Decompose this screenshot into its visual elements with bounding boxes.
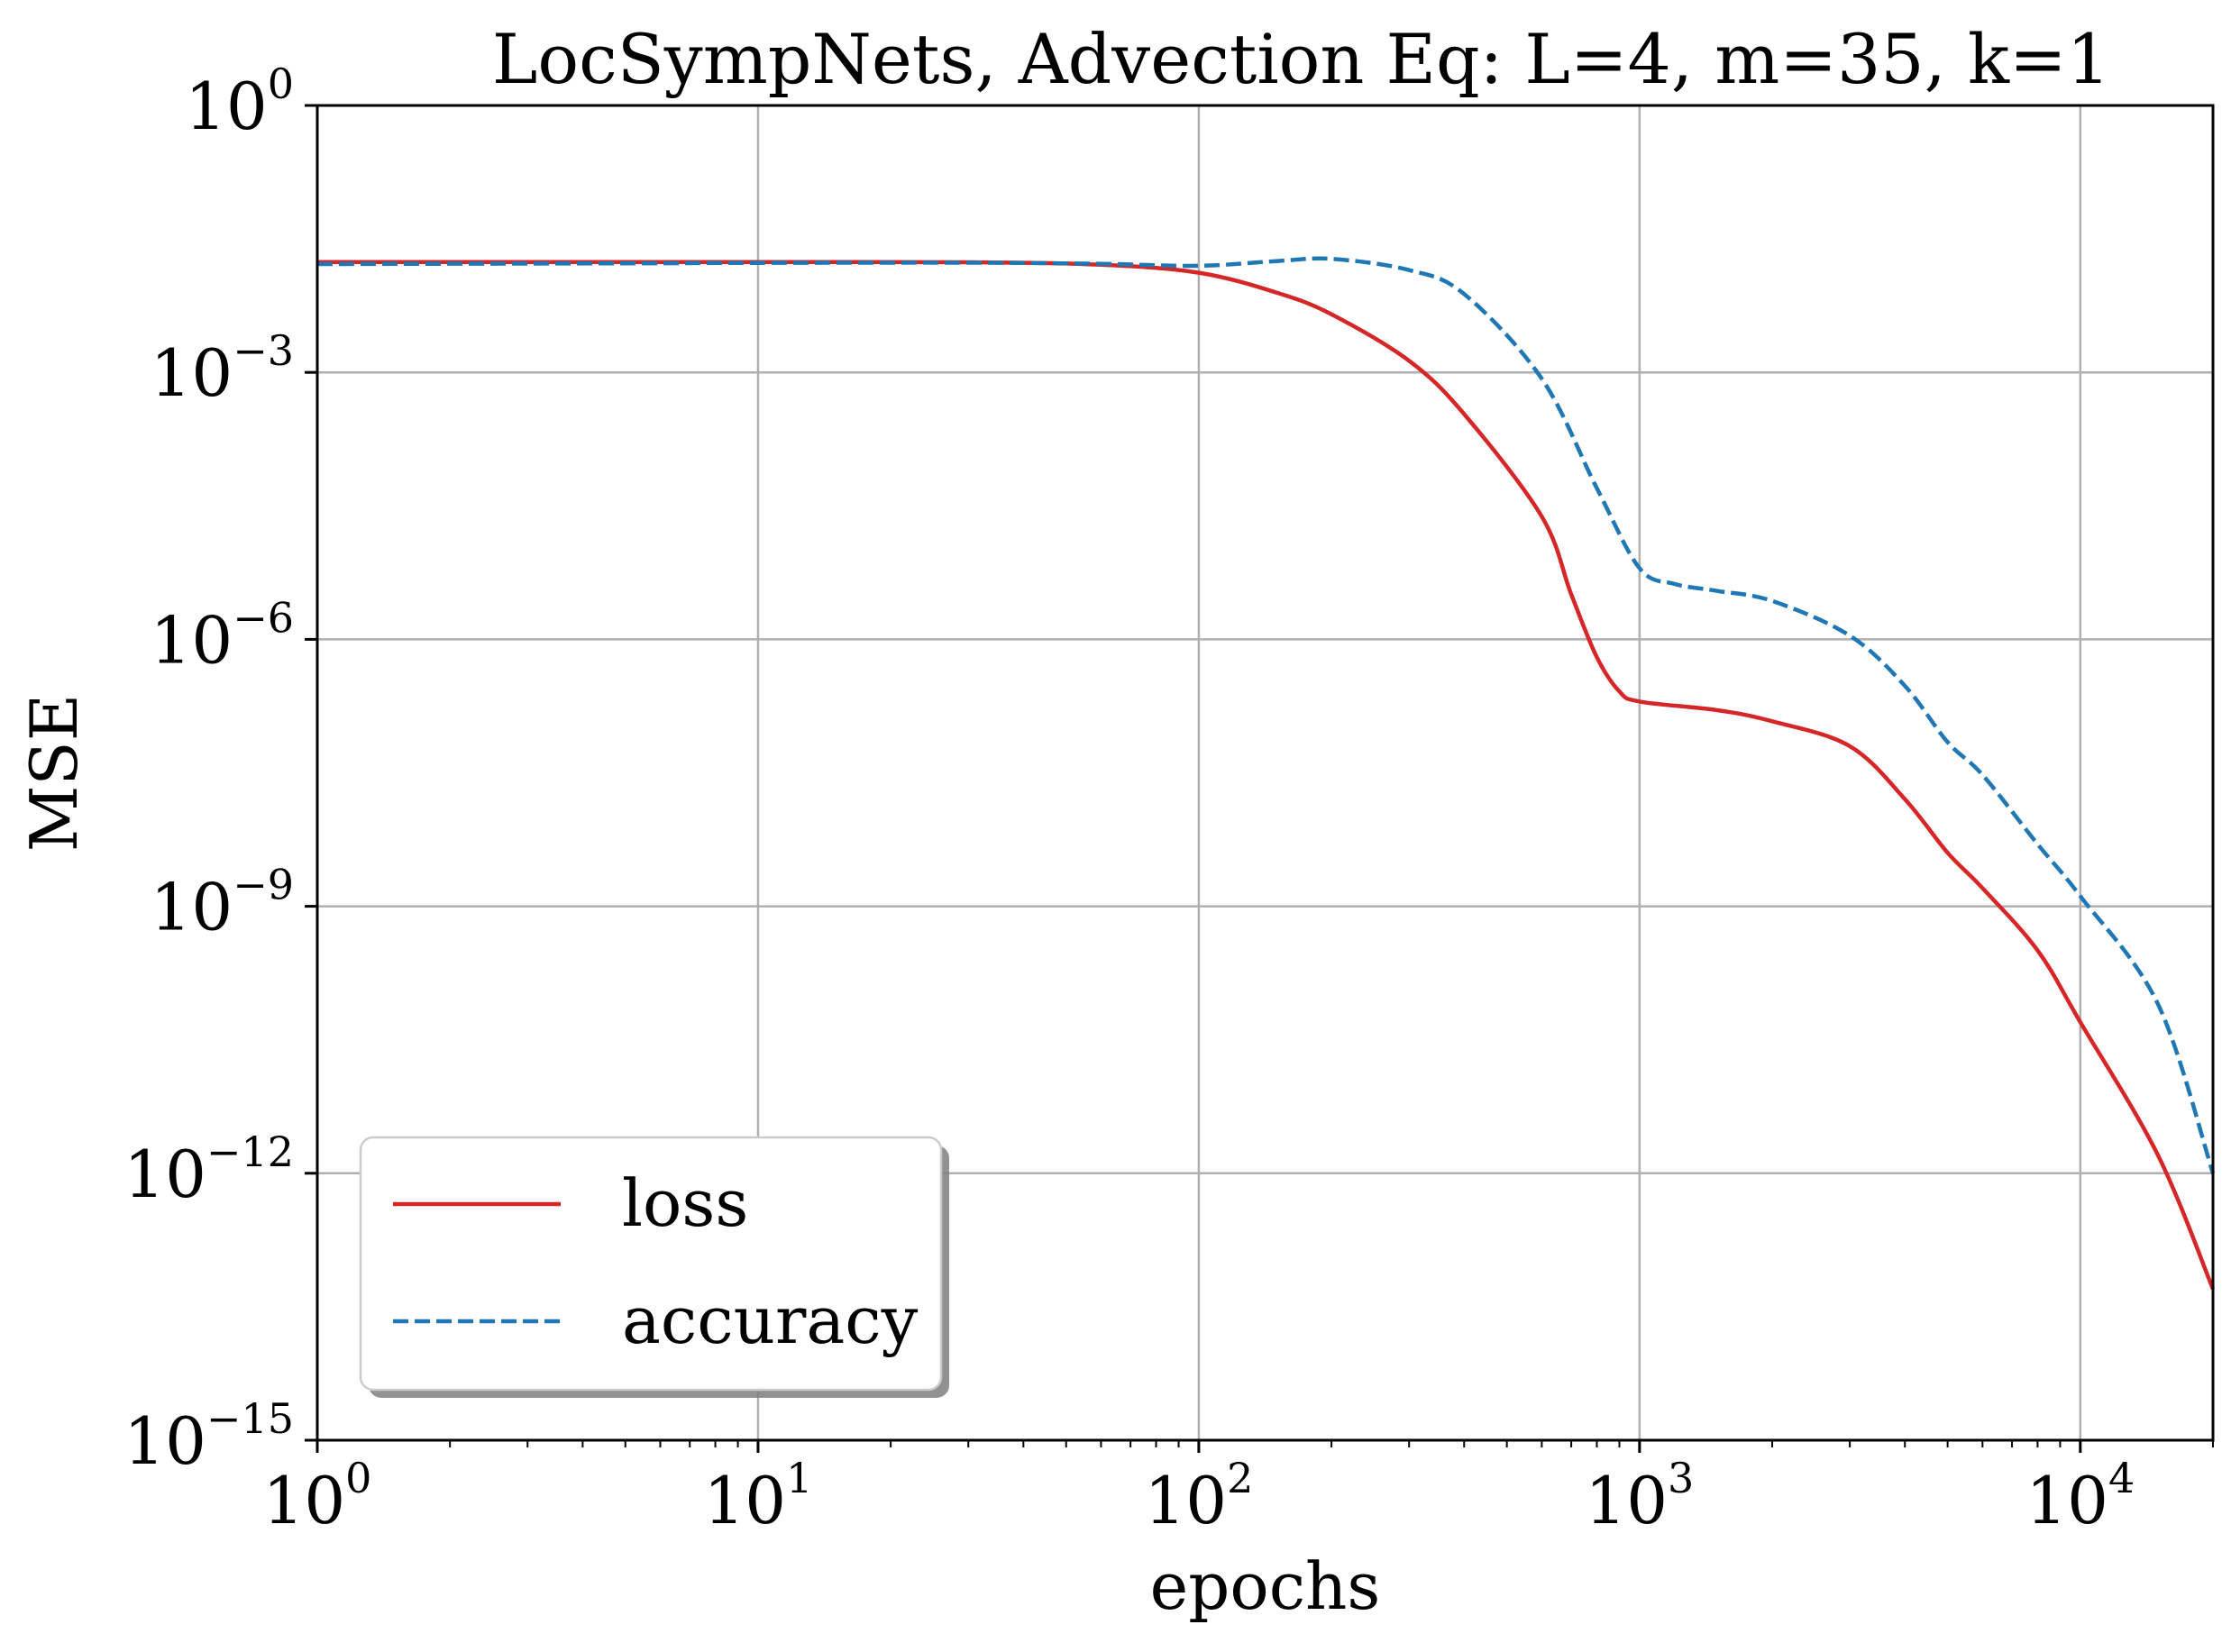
x-tick-label: 102 [1144, 1454, 1253, 1538]
series-lines [316, 256, 2216, 1291]
chart-title: LocSympNets, Advection Eq: L=4, m=35, k=… [492, 19, 2110, 99]
y-tick-label: 10−15 [123, 1394, 294, 1479]
legend-label-accuracy: accuracy [622, 1282, 919, 1358]
series-line-loss [317, 260, 2216, 1291]
plot-area-frame [315, 104, 2215, 1442]
y-tick-label: 10−3 [151, 326, 294, 411]
y-tick-label: 10−9 [151, 861, 294, 945]
x-tick-label: 103 [1585, 1454, 1694, 1538]
x-tick-label: 104 [2025, 1454, 2135, 1538]
x-tick-label: 101 [703, 1454, 812, 1538]
legend-box [359, 1136, 943, 1392]
axis-ticks: 100 101 102 103 104 100 10−3 10−6 10−9 10−12 10−15 [123, 59, 2214, 1538]
y-axis-label: MSE [16, 694, 92, 853]
y-tick-label: 100 [185, 59, 294, 144]
series-line-accuracy [316, 256, 2216, 1174]
legend-label-loss: loss [622, 1165, 748, 1241]
y-tick-label: 10−12 [123, 1127, 294, 1212]
legend: loss accuracy [359, 1136, 949, 1398]
y-tick-label: 10−6 [151, 593, 294, 678]
x-axis-label: epochs [1150, 1548, 1381, 1624]
x-tick-label: 100 [263, 1454, 372, 1538]
